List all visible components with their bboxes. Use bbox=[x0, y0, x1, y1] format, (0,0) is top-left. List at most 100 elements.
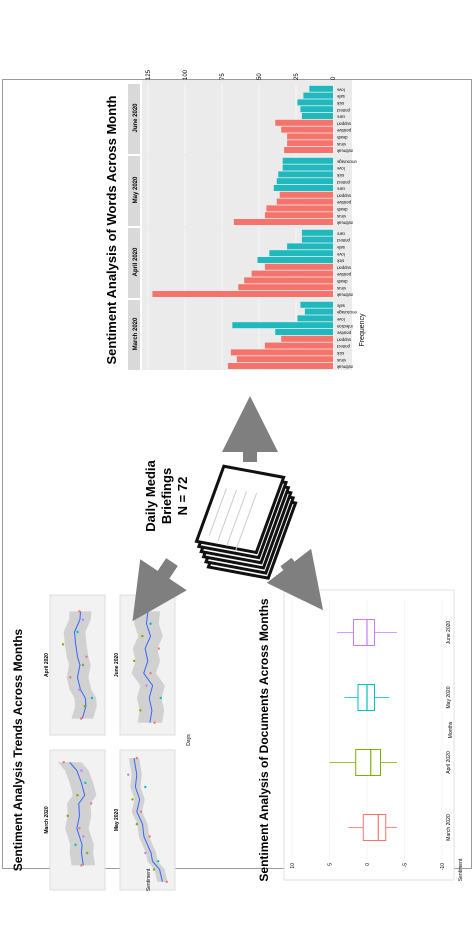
trend-smooth-line bbox=[69, 761, 86, 866]
word-bar bbox=[275, 329, 333, 335]
center-line-3: N = 72 bbox=[175, 477, 190, 516]
document-stack-icon bbox=[194, 464, 298, 580]
trend-point bbox=[133, 659, 136, 663]
trend-point bbox=[149, 672, 152, 675]
trend-point bbox=[86, 851, 89, 855]
trend-point bbox=[131, 798, 134, 801]
word-tick-label: virus bbox=[337, 214, 346, 219]
word-tick-label: sick bbox=[336, 259, 344, 264]
box-body bbox=[357, 684, 375, 711]
frequency-tick-label: 0 bbox=[331, 76, 337, 80]
word-tick-label: sick bbox=[336, 173, 344, 178]
trend-point bbox=[145, 684, 148, 687]
trend-point bbox=[157, 647, 160, 650]
word-tick-label: safe bbox=[336, 245, 345, 250]
words-panel: Sentiment Analysis of Words Across Month… bbox=[104, 69, 366, 370]
trend-confidence-band bbox=[128, 758, 168, 882]
trends-panel-xlabel: Days bbox=[186, 734, 192, 746]
trend-facet-label: May 2020 bbox=[114, 809, 120, 831]
trend-facet-label: June 2020 bbox=[114, 653, 120, 677]
word-tick-label: protect bbox=[336, 180, 350, 185]
trend-confidence-band bbox=[131, 611, 165, 723]
word-tick-label: support bbox=[336, 337, 351, 342]
trend-point bbox=[78, 610, 81, 613]
word-tick-label: outbreak bbox=[336, 221, 353, 226]
trend-smooth-line bbox=[73, 611, 87, 719]
facet-strip bbox=[128, 156, 140, 226]
word-bar bbox=[304, 308, 333, 315]
word-tick-label: love bbox=[336, 317, 344, 322]
trend-point bbox=[141, 634, 144, 638]
word-bar bbox=[230, 349, 334, 356]
word-tick-label: virus bbox=[337, 286, 346, 291]
trend-point bbox=[144, 785, 147, 789]
word-tick-label: support bbox=[336, 265, 351, 270]
trend-point bbox=[135, 756, 139, 760]
word-bar bbox=[297, 99, 334, 106]
word-bar bbox=[282, 157, 333, 164]
words-panel-title: Sentiment Analysis of Words Across Month bbox=[104, 95, 119, 364]
docs-panel-ylabel: Sentiment bbox=[458, 858, 464, 881]
word-bar bbox=[244, 277, 334, 284]
facet-strip bbox=[128, 228, 140, 298]
word-bar bbox=[278, 171, 333, 178]
word-bar bbox=[297, 315, 334, 322]
word-bar bbox=[264, 212, 333, 219]
trend-point bbox=[81, 663, 85, 667]
trend-point bbox=[144, 851, 147, 855]
word-tick-label: sick bbox=[336, 351, 344, 356]
trend-point bbox=[145, 610, 148, 613]
words-panel-xlabel: Frequency bbox=[359, 313, 366, 347]
box-body bbox=[355, 749, 381, 776]
trend-point bbox=[90, 696, 94, 700]
frequency-tick-label: 125 bbox=[146, 69, 152, 80]
trend-point bbox=[83, 705, 86, 708]
docs-plot: -10 -5 0 5 10 March 2020 April 2020 May 2020 Jun… bbox=[290, 600, 452, 870]
frequency-tick-label: 25 bbox=[294, 73, 300, 80]
word-tick-label: love bbox=[336, 252, 344, 257]
trend-point bbox=[90, 802, 93, 805]
trend-point bbox=[76, 630, 79, 634]
trend-smooth-line bbox=[133, 758, 163, 882]
word-bar bbox=[257, 257, 334, 263]
word-tick-label: virus bbox=[337, 358, 346, 363]
word-tick-label: positive bbox=[336, 200, 351, 205]
word-tick-label: outbreak bbox=[336, 149, 353, 154]
word-tick-label: positive bbox=[336, 128, 351, 133]
word-tick-label: outbreak bbox=[336, 365, 353, 370]
box-body bbox=[362, 814, 387, 841]
word-bar bbox=[233, 219, 334, 225]
word-bar bbox=[287, 243, 333, 250]
word-tick-label: death bbox=[336, 135, 347, 140]
word-tick-label: encourage bbox=[336, 159, 356, 164]
facet-label: June 2020 bbox=[133, 103, 139, 133]
docs-tick-label: 10 bbox=[290, 863, 296, 869]
words-axis-ticks: 0 25 50 75 100 125 bbox=[146, 69, 337, 80]
word-bar bbox=[287, 140, 333, 147]
word-bar bbox=[287, 133, 333, 140]
trend-point bbox=[127, 773, 130, 776]
trends-facets: March 2020 April 2020 May 2020 June 2020 bbox=[44, 594, 176, 891]
word-tick-label: love bbox=[336, 87, 344, 92]
trend-point bbox=[159, 696, 162, 700]
word-bar bbox=[303, 92, 334, 99]
trend-facet-label: March 2020 bbox=[44, 806, 50, 833]
word-tick-label: safe bbox=[336, 94, 345, 99]
word-tick-label: positive bbox=[336, 272, 351, 277]
trend-point bbox=[62, 761, 65, 764]
word-bar bbox=[264, 342, 333, 349]
word-tick-label: protect bbox=[336, 344, 350, 349]
docs-panel-title: Sentiment Analysis of Documents Across M… bbox=[257, 598, 271, 881]
docs-category-label: May 2020 bbox=[446, 686, 452, 708]
word-bar bbox=[251, 270, 334, 277]
trends-panel: Sentiment Analysis Trends Across Months … bbox=[11, 594, 192, 891]
frequency-tick-label: 100 bbox=[183, 69, 189, 80]
trend-point bbox=[78, 688, 81, 691]
word-tick-label: outbreak bbox=[336, 293, 353, 298]
word-bar bbox=[301, 229, 333, 236]
docs-panel-bg bbox=[283, 589, 455, 881]
word-bar bbox=[264, 263, 333, 270]
words-facets: March 2020 outbreak virus sick protect suppor… bbox=[128, 84, 357, 370]
word-tick-label: infection bbox=[336, 324, 352, 329]
